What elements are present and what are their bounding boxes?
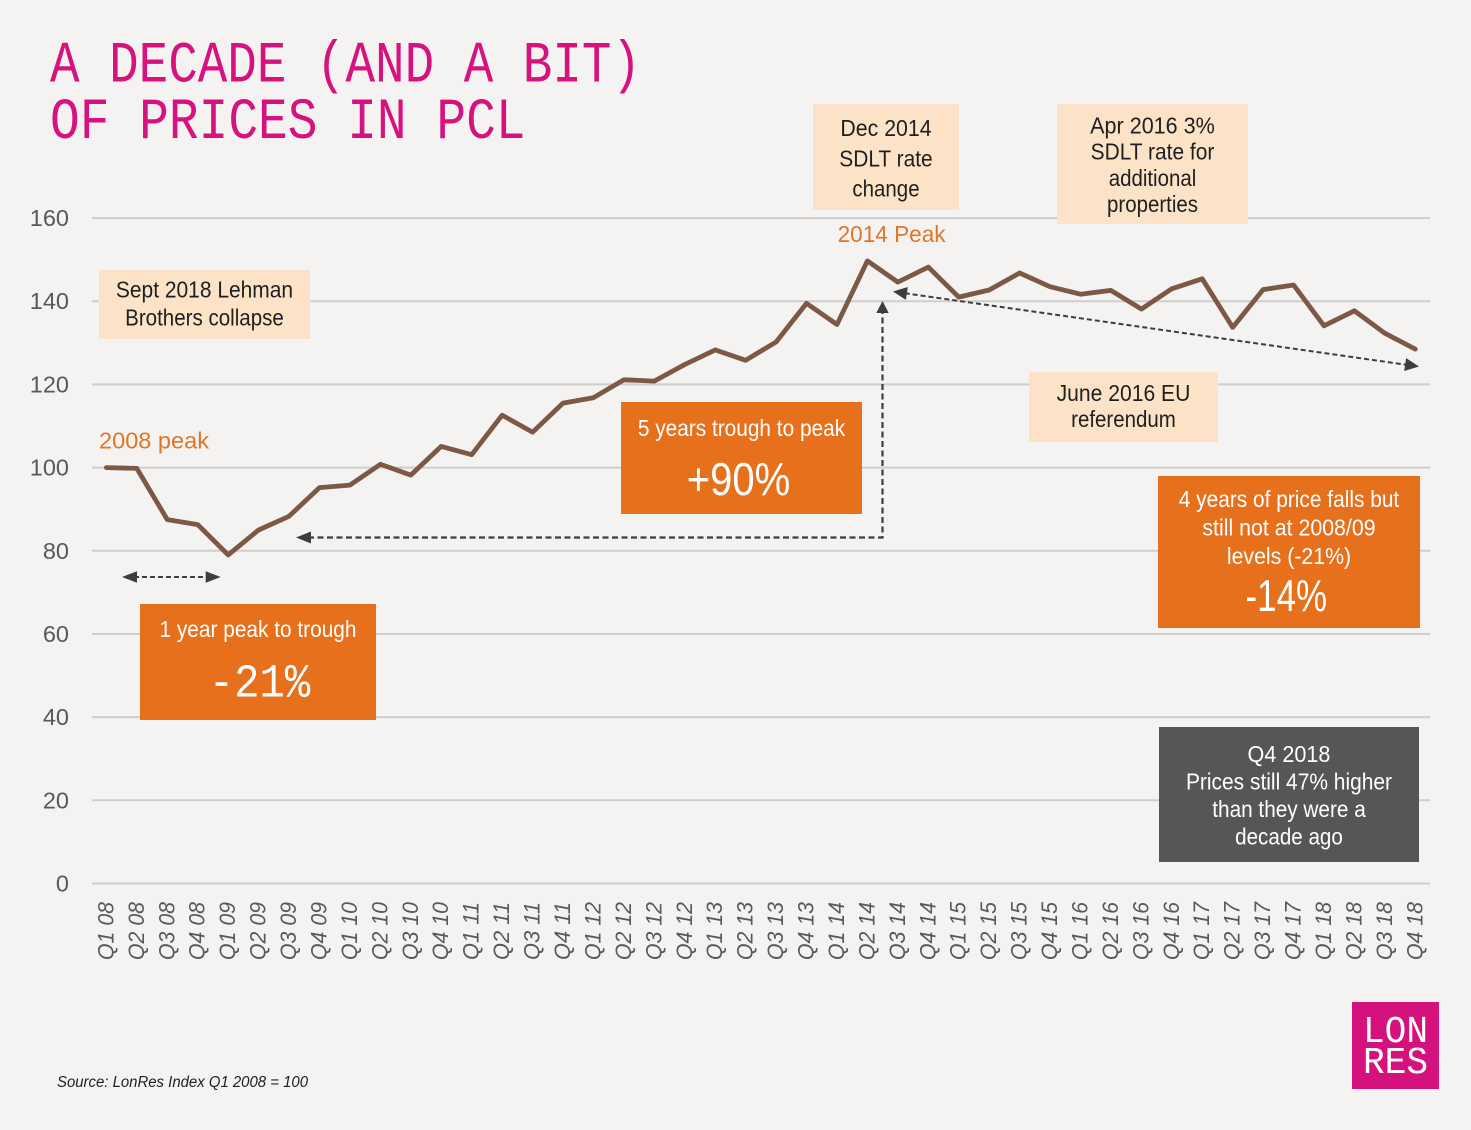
svg-text:+90%: +90%	[687, 453, 791, 505]
svg-text:Q4 16: Q4 16	[1159, 902, 1184, 960]
svg-text:2014 Peak: 2014 Peak	[838, 221, 946, 247]
svg-text:Q2 08: Q2 08	[124, 902, 149, 960]
svg-text:4 years of price falls but: 4 years of price falls but	[1179, 486, 1400, 512]
svg-text:80: 80	[43, 538, 69, 564]
svg-text:than they were a: than they were a	[1212, 796, 1366, 822]
svg-text:Brothers collapse: Brothers collapse	[125, 305, 284, 331]
svg-text:Q2 09: Q2 09	[246, 902, 271, 960]
svg-text:Q4 17: Q4 17	[1281, 901, 1306, 960]
svg-text:SDLT rate for: SDLT rate for	[1091, 139, 1215, 165]
svg-text:Q3 10: Q3 10	[398, 902, 423, 960]
svg-text:Q4 11: Q4 11	[550, 902, 575, 960]
svg-text:Q3 08: Q3 08	[154, 902, 179, 960]
svg-text:140: 140	[30, 288, 69, 314]
svg-text:2008 peak: 2008 peak	[99, 428, 210, 454]
svg-text:40: 40	[43, 704, 69, 730]
svg-text:Q1 14: Q1 14	[824, 902, 849, 960]
svg-text:Q3 13: Q3 13	[763, 902, 788, 960]
svg-text:Q4 10: Q4 10	[428, 902, 453, 960]
svg-text:Dec 2014: Dec 2014	[840, 115, 931, 141]
svg-text:RES: RES	[1363, 1042, 1428, 1085]
svg-text:LON: LON	[1363, 1011, 1428, 1054]
svg-text:Q3 18: Q3 18	[1372, 902, 1397, 960]
svg-text:June 2016 EU: June 2016 EU	[1057, 380, 1191, 406]
svg-text:Q1 10: Q1 10	[337, 902, 362, 960]
svg-text:Q2 15: Q2 15	[976, 902, 1001, 960]
svg-text:Q3 17: Q3 17	[1250, 901, 1275, 960]
svg-text:1 year peak to trough: 1 year peak to trough	[160, 616, 357, 642]
svg-text:-14%: -14%	[1246, 572, 1328, 621]
svg-text:Q2 17: Q2 17	[1220, 901, 1245, 960]
svg-text:OF PRICES IN PCL: OF PRICES IN PCL	[50, 91, 526, 156]
svg-text:Q3 09: Q3 09	[276, 902, 301, 960]
svg-text:Q2 13: Q2 13	[733, 902, 758, 960]
svg-text:SDLT rate: SDLT rate	[839, 145, 932, 171]
svg-text:Q4 15: Q4 15	[1037, 902, 1062, 960]
svg-text:Q1 08: Q1 08	[93, 902, 118, 960]
svg-text:Q1 15: Q1 15	[946, 902, 971, 960]
svg-text:Q4 09: Q4 09	[307, 902, 332, 960]
svg-text:Q1 12: Q1 12	[580, 902, 605, 960]
svg-text:Q3 16: Q3 16	[1128, 902, 1153, 960]
svg-text:Q3 12: Q3 12	[641, 902, 666, 960]
svg-text:Q3 14: Q3 14	[885, 902, 910, 960]
svg-text:20: 20	[43, 787, 69, 813]
svg-text:0: 0	[56, 871, 69, 897]
svg-text:change: change	[852, 176, 919, 202]
svg-text:Prices still 47% higher: Prices still 47% higher	[1186, 769, 1392, 795]
svg-text:Q1 16: Q1 16	[1068, 902, 1093, 960]
svg-text:properties: properties	[1107, 191, 1198, 217]
svg-text:120: 120	[30, 371, 69, 397]
svg-text:still not at 2008/09: still not at 2008/09	[1202, 515, 1375, 541]
svg-text:A DECADE (AND A BIT): A DECADE (AND A BIT)	[50, 35, 641, 100]
svg-text:Q1 18: Q1 18	[1311, 902, 1336, 960]
svg-text:Q1 11: Q1 11	[459, 902, 484, 960]
svg-text:referendum: referendum	[1071, 406, 1176, 432]
svg-text:Q3 11: Q3 11	[520, 902, 545, 960]
svg-text:Q4 08: Q4 08	[185, 902, 210, 960]
svg-text:Q2 11: Q2 11	[489, 902, 514, 960]
svg-text:Q2 10: Q2 10	[367, 902, 392, 960]
svg-text:-21%: -21%	[209, 659, 311, 712]
svg-text:Q1 09: Q1 09	[215, 902, 240, 960]
svg-text:additional: additional	[1109, 165, 1197, 191]
svg-text:Q4 2018: Q4 2018	[1248, 741, 1331, 767]
svg-text:Q1 17: Q1 17	[1189, 901, 1214, 960]
svg-text:5 years trough to peak: 5 years trough to peak	[638, 415, 846, 441]
svg-text:Q2 16: Q2 16	[1098, 902, 1123, 960]
svg-text:160: 160	[30, 205, 69, 231]
svg-text:100: 100	[30, 455, 69, 481]
svg-text:Q3 15: Q3 15	[1007, 902, 1032, 960]
svg-text:Q4 14: Q4 14	[915, 902, 940, 960]
svg-text:Q2 14: Q2 14	[854, 902, 879, 960]
svg-text:Q2 12: Q2 12	[611, 902, 636, 960]
svg-text:Apr 2016 3%: Apr 2016 3%	[1090, 112, 1215, 138]
svg-text:Q2 18: Q2 18	[1341, 902, 1366, 960]
svg-text:Sept 2018 Lehman: Sept 2018 Lehman	[116, 277, 293, 303]
svg-text:Q4 13: Q4 13	[794, 902, 819, 960]
svg-text:levels (-21%): levels (-21%)	[1227, 543, 1351, 569]
svg-text:Source: LonRes Index Q1 2008 =: Source: LonRes Index Q1 2008 = 100	[57, 1074, 308, 1091]
svg-text:60: 60	[43, 621, 69, 647]
svg-text:Q1 13: Q1 13	[702, 902, 727, 960]
svg-text:decade ago: decade ago	[1235, 824, 1343, 850]
svg-text:Q4 12: Q4 12	[672, 902, 697, 960]
svg-text:Q4 18: Q4 18	[1402, 902, 1427, 960]
